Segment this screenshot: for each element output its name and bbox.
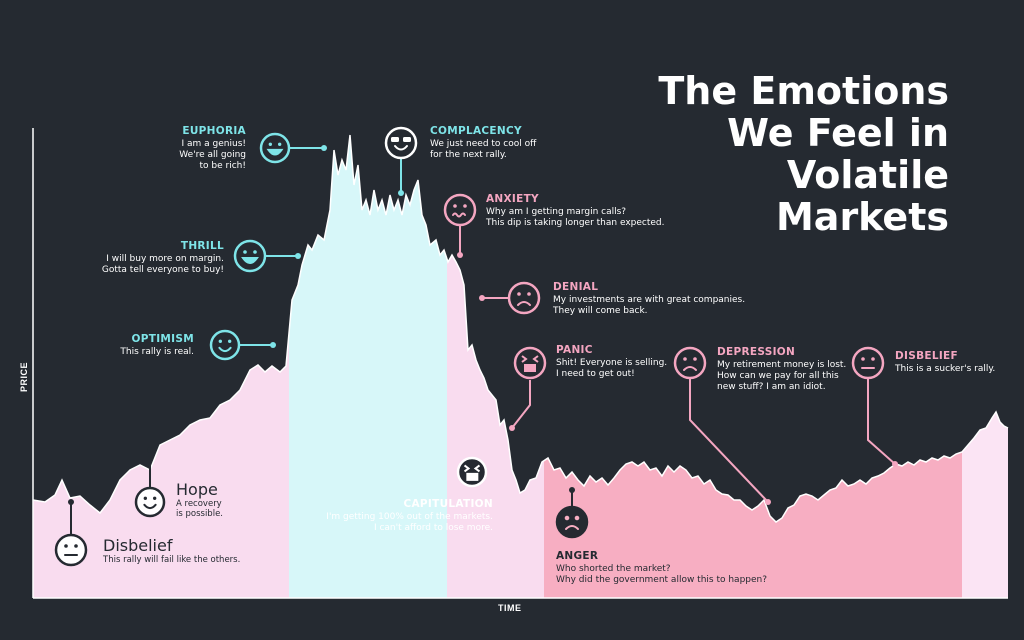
annotation-name: DEPRESSION (717, 346, 796, 358)
annotation-name: PANIC (556, 344, 593, 356)
annotation-name: DISBELIEF (895, 350, 959, 362)
annotation-name: ANGER (556, 550, 599, 562)
big-smile-face-icon (233, 239, 267, 273)
annotation-name: Hope (176, 480, 218, 499)
grinning-face-icon (259, 132, 291, 164)
connector-denial-dot (479, 295, 485, 301)
angry-face-icon (555, 505, 589, 539)
annotation-desc: We just need to cool off for the next ra… (430, 139, 537, 160)
neutral-face-icon (54, 533, 88, 567)
unamused-face-icon (851, 346, 885, 380)
annotation-desc: This rally will fail like the others. (103, 555, 241, 565)
connector-complacency-dot (398, 190, 404, 196)
connector-disbelief-bottom-dot (68, 499, 74, 505)
y-axis-label: PRICE (19, 362, 29, 393)
annotation-depression: DEPRESSION My retirement money is lost. … (717, 346, 867, 393)
annotation-name: EUPHORIA (182, 125, 246, 137)
screaming-face-icon (513, 346, 547, 380)
annotation-capitulation: CAPITULATION I'm getting 100% out of the… (318, 498, 493, 534)
annotation-disbelief-bottom: Disbelief This rally will fail like the … (103, 536, 253, 565)
title-line-1: The Emotions (658, 69, 949, 113)
annotation-desc: Shit! Everyone is selling. I need to get… (556, 358, 668, 379)
connector-thrill-dot (295, 253, 301, 259)
annotation-desc: Why am I getting margin calls? This dip … (486, 207, 665, 228)
annotation-desc: My retirement money is lost. How can we … (717, 360, 847, 392)
title-line-2: We Feel in (727, 111, 949, 155)
emotion-icons (54, 126, 885, 567)
annotation-complacency: COMPLACENCY We just need to cool off for… (430, 125, 580, 161)
annotation-name: ANXIETY (486, 193, 539, 205)
annotation-name: OPTIMISM (131, 333, 194, 345)
squinting-face-icon (456, 456, 488, 488)
annotation-name: Disbelief (103, 536, 173, 555)
annotation-desc: I will buy more on margin. Gotta tell ev… (101, 254, 224, 275)
connector-optimism-dot (270, 342, 276, 348)
annotation-desc: Who shorted the market? Why did the gove… (556, 564, 768, 585)
annotation-connectors (68, 145, 898, 535)
annotation-name: CAPITULATION (403, 498, 493, 510)
connector-anger-dot (569, 487, 575, 493)
smiling-face-icon (209, 329, 241, 361)
annotation-desc: This rally is real. (120, 347, 194, 357)
annotation-desc: A recovery is possible. (176, 499, 223, 519)
title-line-3: Volatile (786, 153, 949, 197)
annotation-anger: ANGER Who shorted the market? Why did th… (556, 550, 786, 586)
annotation-desc: I am a genius! We're all going to be ric… (179, 139, 246, 171)
frowning-face-icon (507, 281, 541, 315)
annotation-name: COMPLACENCY (430, 125, 522, 137)
annotation-thrill: THRILL I will buy more on margin. Gotta … (90, 240, 224, 276)
annotation-desc: I'm getting 100% out of the markets. I c… (326, 512, 493, 533)
connector-depression (689, 375, 769, 503)
annotation-disbelief-top: DISBELIEF This is a sucker's rally. (895, 350, 1005, 375)
annotation-name: THRILL (180, 240, 224, 252)
annotation-optimism: OPTIMISM This rally is real. (110, 333, 194, 358)
sad-face-icon (673, 346, 707, 380)
connector-anxiety-dot (457, 252, 463, 258)
annotation-denial: DENIAL My investments are with great com… (553, 281, 773, 317)
annotation-anxiety: ANXIETY Why am I getting margin calls? T… (486, 193, 686, 229)
annotation-hope: Hope A recovery is possible. (176, 480, 246, 519)
connector-hope-dot (147, 447, 153, 453)
connector-panic-dot (509, 425, 515, 431)
annotation-euphoria: EUPHORIA I am a genius! We're all going … (148, 125, 246, 172)
connector-disbelief-dot (892, 461, 898, 467)
connector-panic (511, 380, 531, 429)
annotation-desc: This is a sucker's rally. (895, 364, 996, 374)
annotation-panic: PANIC Shit! Everyone is selling. I need … (556, 344, 686, 380)
connector-disbelief (867, 378, 896, 465)
sunglasses-face-icon (384, 126, 418, 160)
x-axis-label: TIME (498, 603, 522, 613)
infographic-title: The Emotions We Feel in Volatile Markets (529, 70, 949, 238)
price-line (32, 134, 1009, 523)
connector-euphoria-dot (321, 145, 327, 151)
annotation-desc: My investments are with great companies.… (553, 295, 746, 316)
connector-depression-dot (765, 499, 771, 505)
annotation-name: DENIAL (553, 281, 599, 293)
title-line-4: Markets (775, 195, 949, 239)
wavy-mouth-face-icon (443, 193, 477, 227)
hope-face-icon (134, 486, 166, 518)
